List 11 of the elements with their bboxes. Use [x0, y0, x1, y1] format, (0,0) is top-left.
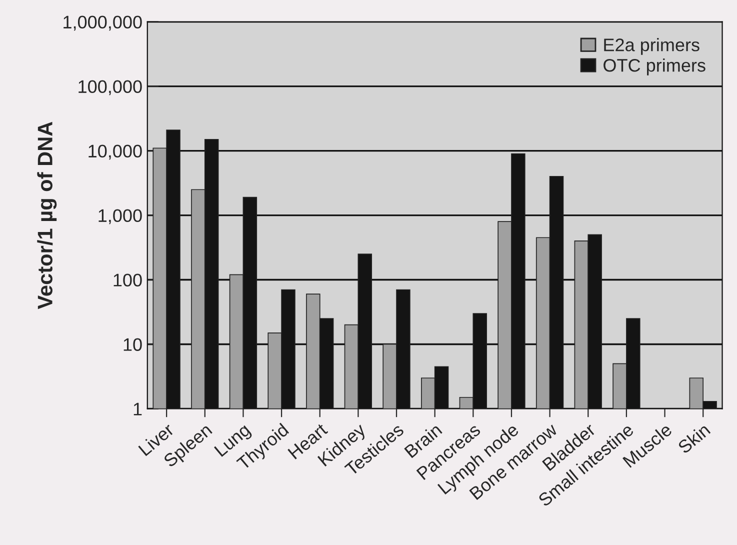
y-tick-label: 1,000,000	[64, 16, 142, 31]
y-tick-label: 100,000	[78, 80, 142, 96]
y-tick-label: 1,000	[98, 209, 142, 224]
y-tick-label: 10	[124, 338, 142, 351]
x-tick-label: Skin	[676, 422, 711, 454]
y-axis-title: Vector/1 µg of DNA	[37, 122, 57, 310]
legend-label: E2a primers	[604, 38, 700, 55]
legend-label: OTC primers	[604, 58, 706, 76]
y-tick-label: 1	[134, 402, 142, 416]
y-tick-label: 100	[114, 274, 142, 286]
y-tick-label: 10,000	[88, 144, 142, 160]
